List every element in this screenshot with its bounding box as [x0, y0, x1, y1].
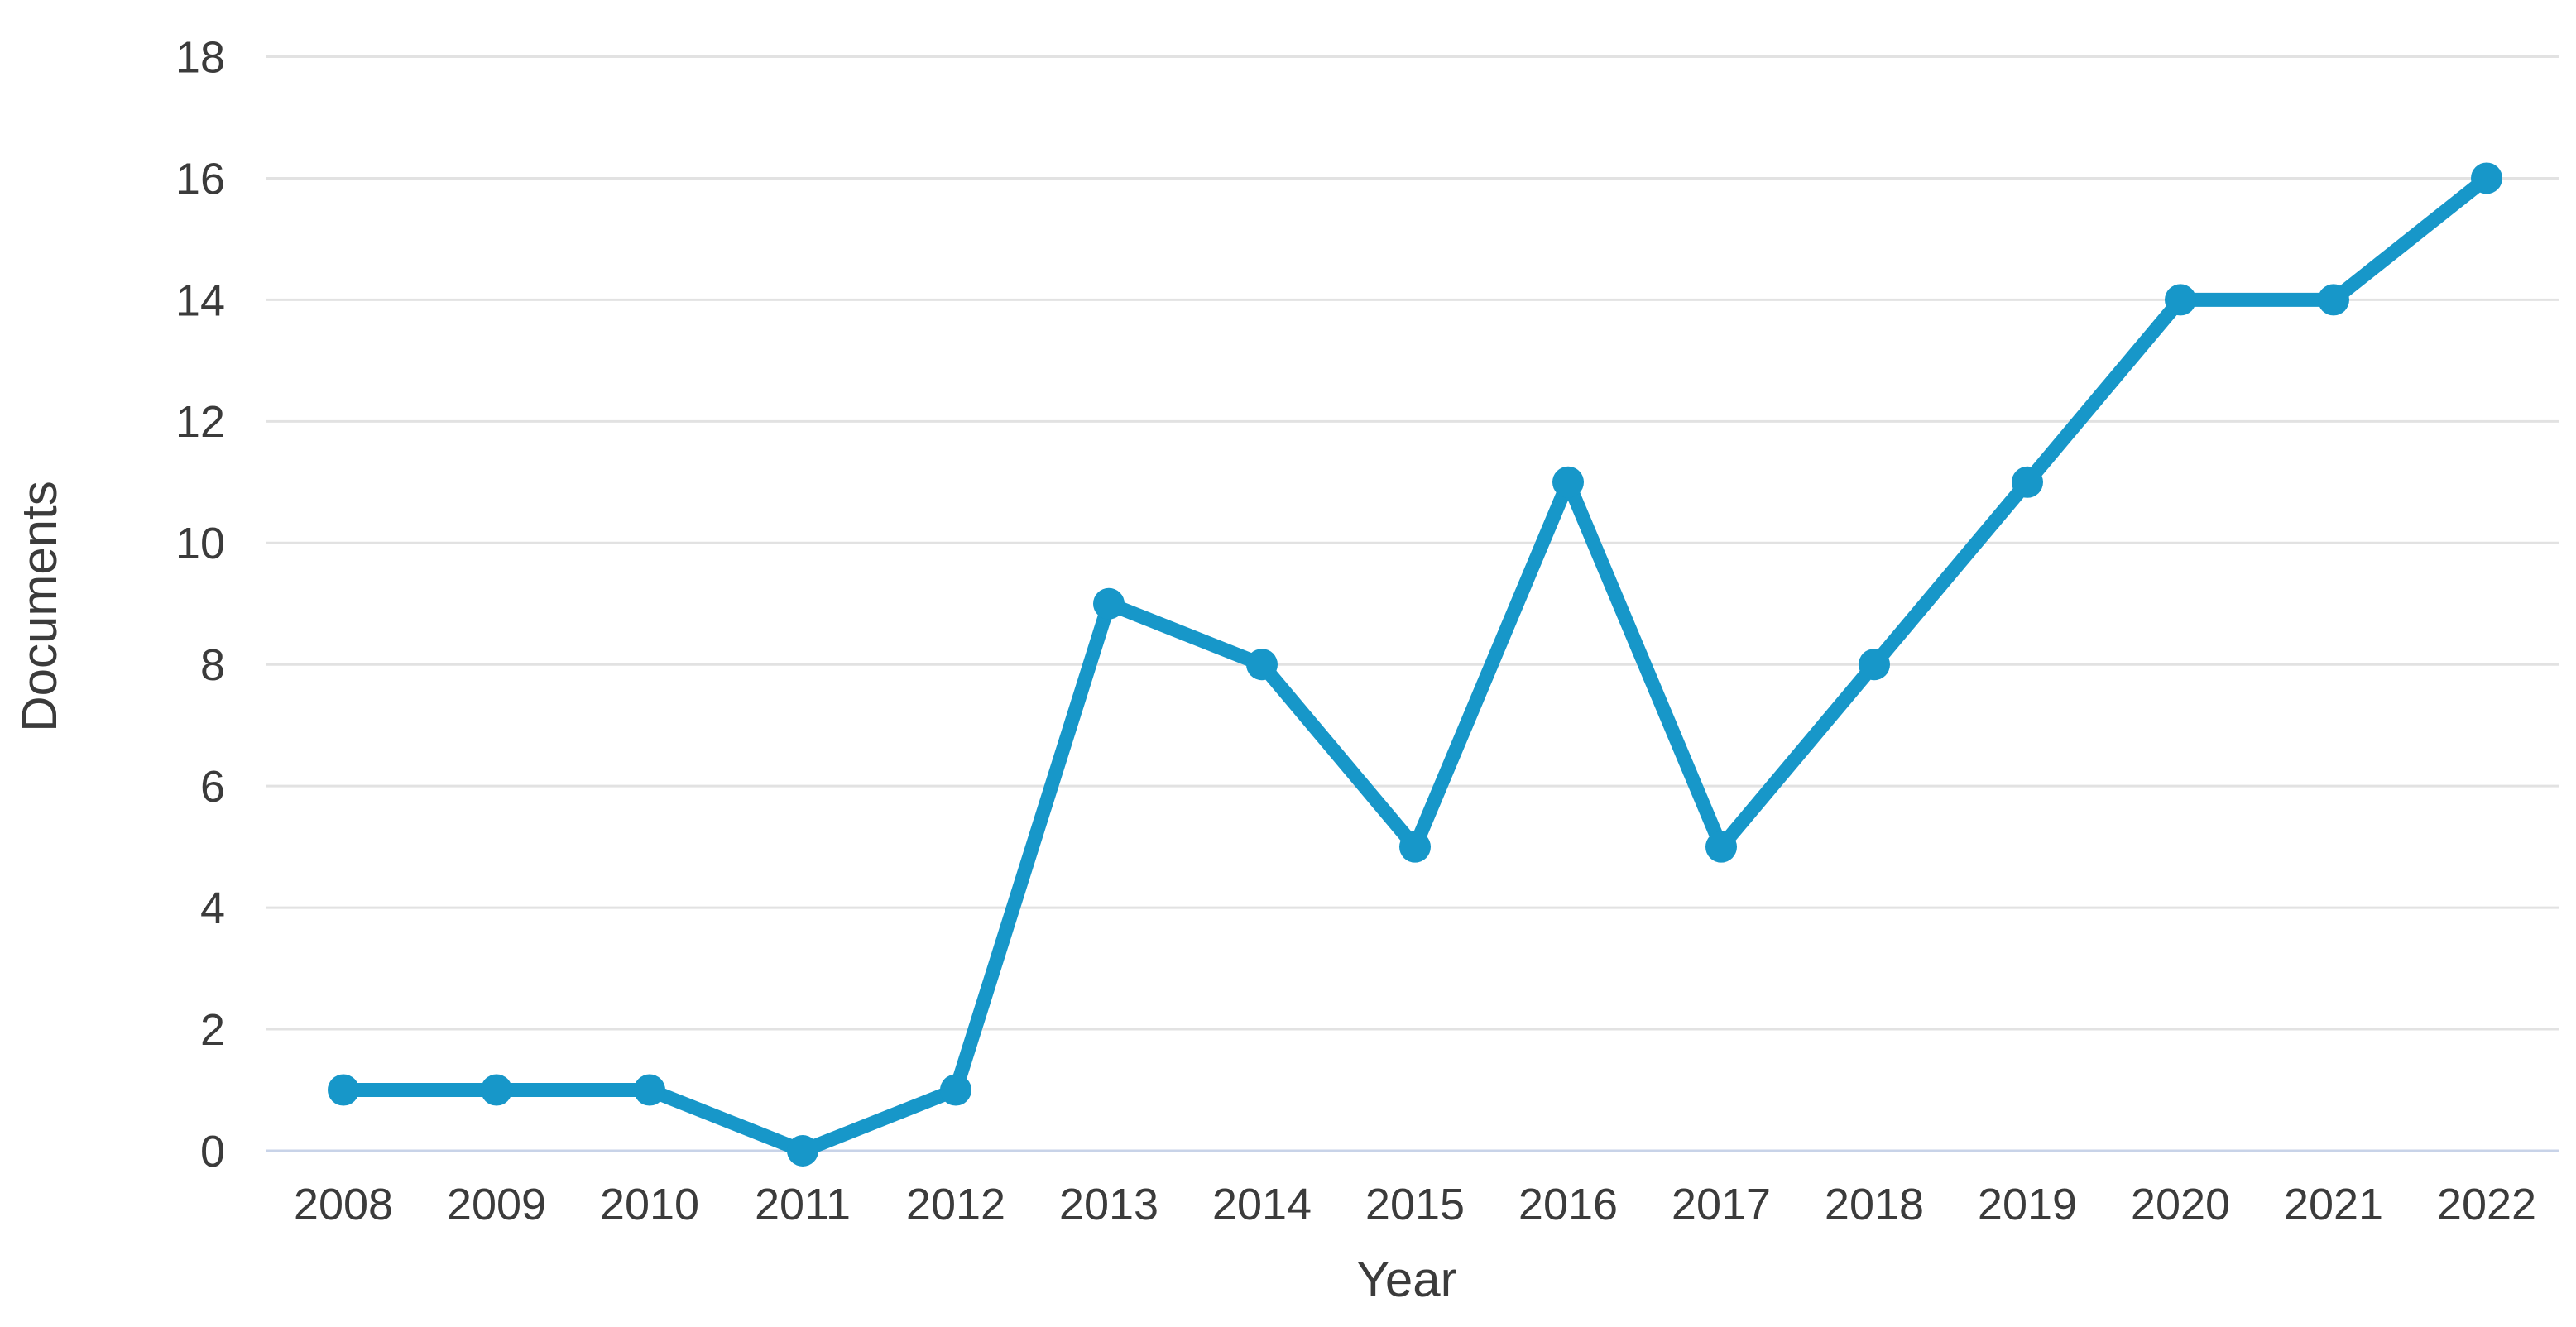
data-point-2022[interactable]	[2471, 162, 2502, 194]
x-tick-label: 2012	[906, 1180, 1005, 1229]
data-point-2009[interactable]	[481, 1074, 512, 1106]
x-tick-label: 2014	[1212, 1180, 1312, 1229]
data-point-2015[interactable]	[1399, 831, 1431, 863]
x-tick-label: 2009	[447, 1180, 546, 1229]
data-point-2016[interactable]	[1552, 466, 1584, 498]
x-tick-label: 2018	[1825, 1180, 1924, 1229]
x-axis-title: Year	[1356, 1252, 1457, 1307]
data-point-2021[interactable]	[2318, 284, 2349, 316]
x-tick-label: 2019	[1978, 1180, 2077, 1229]
y-tick-label: 14	[175, 275, 225, 325]
y-tick-label: 10	[175, 519, 225, 568]
x-tick-label: 2011	[755, 1180, 851, 1229]
x-tick-label: 2022	[2437, 1180, 2536, 1229]
x-tick-label: 2021	[2284, 1180, 2383, 1229]
y-tick-label: 0	[200, 1127, 225, 1176]
x-tick-label: 2013	[1059, 1180, 1158, 1229]
data-point-2018[interactable]	[1859, 649, 1890, 681]
x-tick-label: 2017	[1672, 1180, 1771, 1229]
data-point-2011[interactable]	[787, 1135, 818, 1167]
y-tick-label: 16	[175, 154, 225, 204]
y-tick-label: 4	[200, 884, 225, 933]
y-tick-label: 2	[200, 1005, 225, 1055]
x-tick-label: 2020	[2131, 1180, 2230, 1229]
x-tick-label: 2015	[1365, 1180, 1465, 1229]
data-point-2019[interactable]	[2012, 466, 2043, 498]
data-point-2010[interactable]	[634, 1074, 665, 1106]
y-axis-title: Documents	[12, 481, 67, 732]
y-tick-label: 6	[200, 762, 225, 812]
data-point-2020[interactable]	[2165, 284, 2196, 316]
y-tick-label: 8	[200, 640, 225, 690]
data-point-2012[interactable]	[940, 1074, 971, 1106]
x-tick-label: 2016	[1518, 1180, 1618, 1229]
y-tick-label: 12	[175, 397, 225, 447]
x-tick-label: 2010	[600, 1180, 699, 1229]
data-point-2017[interactable]	[1705, 831, 1737, 863]
data-point-2013[interactable]	[1093, 587, 1125, 620]
y-tick-label: 18	[175, 32, 225, 82]
data-point-2008[interactable]	[328, 1074, 359, 1106]
data-point-2014[interactable]	[1246, 649, 1278, 681]
x-tick-label: 2008	[294, 1180, 393, 1229]
